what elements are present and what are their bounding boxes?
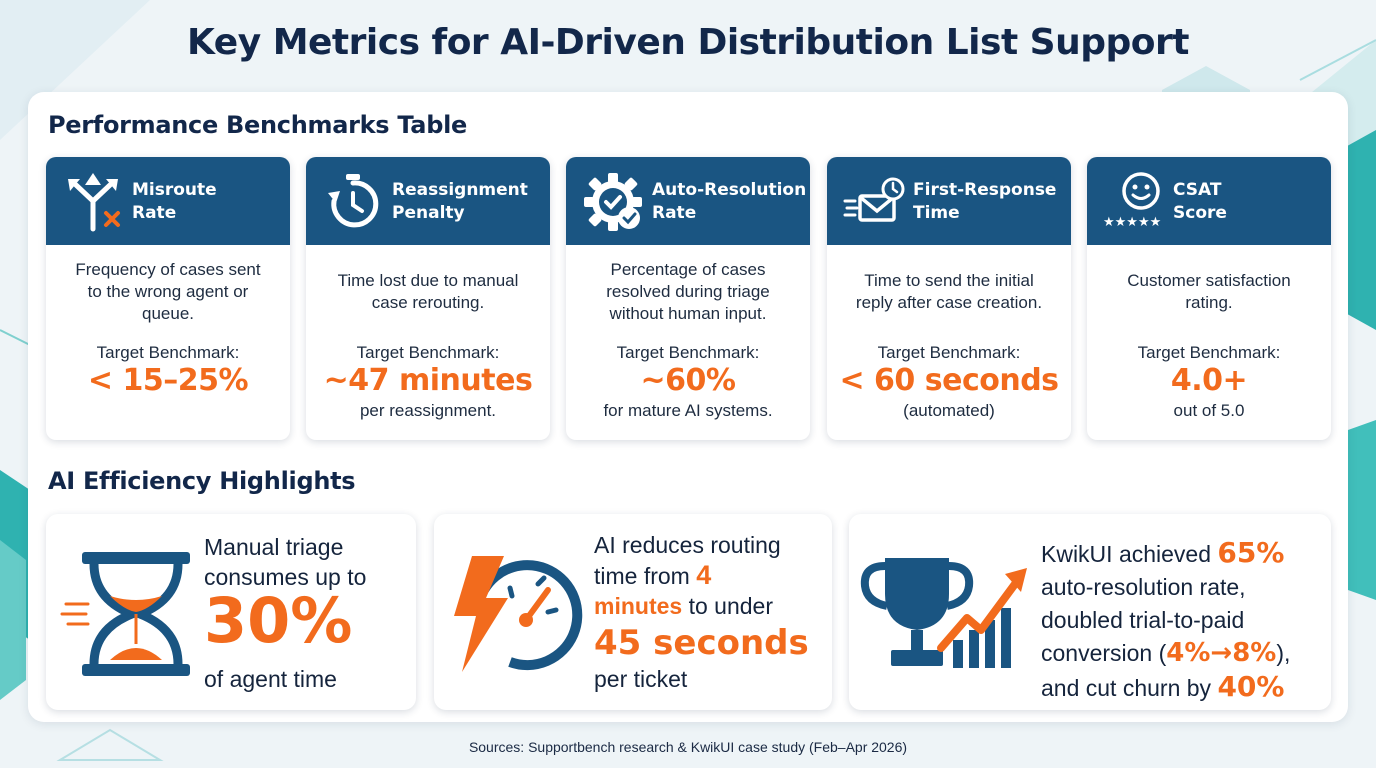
card-description: Time lost due to manual case rerouting.: [316, 270, 540, 314]
highlight-text: and cut churn by: [1041, 675, 1218, 701]
highlights-section-title: AI Efficiency Highlights: [48, 467, 356, 495]
card-title-line1: Auto-Resolution: [652, 180, 807, 200]
card-title-line2: Rate: [132, 203, 177, 223]
card-header: Reassignment Penalty: [306, 157, 550, 245]
desc-line: reply after case creation.: [855, 293, 1043, 312]
card-description: Customer satisfaction rating.: [1097, 270, 1321, 314]
card-title-line1: CSAT: [1173, 180, 1222, 200]
card-header: Auto-Resolution Rate: [566, 157, 810, 245]
card-description: Time to send the initial reply after cas…: [837, 270, 1061, 314]
target-subtext: out of 5.0: [1173, 401, 1245, 420]
highlight-text-line: conversion (4%→8%),: [1041, 637, 1290, 670]
target-label: Target Benchmark:: [96, 343, 240, 362]
smiley-stars-icon: ★★★★★: [1103, 172, 1161, 230]
highlight-text: doubled trial-to-paid: [1041, 607, 1245, 633]
trophy-growth-icon: [860, 558, 1027, 668]
card-description: Percentage of cases resolved during tria…: [576, 259, 800, 325]
highlight-text: consumes up to: [204, 564, 367, 590]
desc-line: Time lost due to manual: [337, 271, 519, 290]
highlight-text-line: time from 4: [594, 560, 781, 591]
desc-line: Frequency of cases sent: [75, 260, 261, 279]
highlight-text: AI reduces routing: [594, 532, 781, 558]
benchmarks-section-title: Performance Benchmarks Table: [48, 111, 467, 139]
auto-resolution-card: Auto-Resolution Rate Percentage of cases …: [566, 157, 810, 440]
highlight-text-line: KwikUI achieved 65%: [1041, 536, 1290, 571]
page-title: Key Metrics for AI-Driven Distribution L…: [187, 22, 1189, 63]
target-subtext: for mature AI systems.: [603, 401, 773, 420]
highlight-orange-value: minutes: [594, 593, 683, 619]
target-value: < 60 seconds: [839, 363, 1059, 398]
highlight-big-value: 30%: [204, 584, 353, 657]
target-subtext: per reassignment.: [359, 401, 497, 420]
highlight-big-value: 45 seconds: [594, 623, 809, 663]
highlight-orange-value: 4: [696, 560, 712, 590]
target-value: 4.0+: [1170, 363, 1248, 398]
highlight-text-line: and cut churn by 40%: [1041, 670, 1290, 705]
desc-line: resolved during triage: [606, 282, 770, 301]
highlight-text: conversion (: [1041, 640, 1167, 666]
first-response-card: First-Response Time Time to send the init…: [827, 157, 1071, 440]
card-header: ★★★★★ CSAT Score: [1087, 157, 1331, 245]
manual-triage-highlight: Manual triage consumes up to 30% of agen…: [46, 514, 416, 710]
kwikui-case-highlight: KwikUI achieved 65% auto-resolution rate…: [849, 514, 1331, 710]
desc-line: rating.: [1185, 293, 1233, 312]
card-description: Frequency of cases sent to the wrong age…: [56, 259, 280, 325]
desc-line: case rerouting.: [371, 293, 485, 312]
target-label: Target Benchmark:: [616, 343, 760, 362]
target-value: ~60%: [640, 363, 736, 398]
card-title-line2: Penalty: [392, 203, 465, 223]
card-title-line2: Score: [1173, 203, 1227, 223]
highlight-text: Manual triage: [204, 534, 344, 560]
target-label: Target Benchmark:: [1137, 343, 1281, 362]
sources-footnote: Sources: Supportbench research & KwikUI …: [468, 739, 908, 755]
target-subtext: (automated): [903, 401, 995, 420]
desc-line: queue.: [142, 304, 194, 323]
misroute-rate-card: Misroute Rate Frequency of cases sent to …: [46, 157, 290, 440]
highlight-orange-value: 4%→8%: [1166, 638, 1277, 668]
routing-time-highlight: AI reduces routing time from 4 minutes t…: [434, 514, 832, 710]
highlight-orange-value: 40%: [1217, 670, 1285, 703]
target-value: ~47 minutes: [323, 363, 533, 398]
card-header: First-Response Time: [827, 157, 1071, 245]
gear-check-icon: [584, 173, 642, 231]
highlight-orange-value: 65%: [1217, 536, 1285, 569]
card-title-line1: Reassignment: [392, 180, 528, 200]
svg-text:★★★★★: ★★★★★: [1103, 215, 1161, 230]
highlight-text: time from: [594, 563, 697, 589]
lightning-speedometer-icon: [454, 556, 583, 672]
stopwatch-icon: [328, 174, 379, 228]
card-header: Misroute Rate: [46, 157, 290, 245]
target-value: < 15–25%: [87, 363, 249, 398]
card-title-line1: First-Response: [913, 180, 1057, 200]
highlight-text: auto-resolution rate,: [1041, 574, 1246, 600]
highlight-text: of agent time: [204, 666, 337, 692]
highlight-text: ),: [1276, 640, 1291, 666]
split-arrows-icon: [68, 173, 120, 232]
highlight-text: to under: [682, 593, 773, 619]
desc-line: to the wrong agent or: [87, 282, 249, 301]
target-label: Target Benchmark:: [877, 343, 1021, 362]
desc-line: Time to send the initial: [864, 271, 1034, 290]
card-title-line2: Rate: [652, 203, 697, 223]
card-title-line2: Time: [913, 203, 960, 223]
desc-line: Percentage of cases: [610, 260, 766, 279]
hourglass-icon: [60, 552, 190, 676]
reassignment-penalty-card: Reassignment Penalty Time lost due to man…: [306, 157, 550, 440]
card-title-line1: Misroute: [132, 180, 217, 200]
highlight-text: KwikUI achieved: [1041, 541, 1218, 567]
fast-mail-icon: [843, 177, 905, 222]
target-label: Target Benchmark:: [356, 343, 500, 362]
desc-line: Customer satisfaction: [1127, 271, 1291, 290]
highlight-text: per ticket: [594, 666, 688, 692]
highlight-text-line: minutes to under: [594, 591, 781, 621]
csat-score-card: ★★★★★ CSAT Score Customer satisfaction ra…: [1087, 157, 1331, 440]
desc-line: without human input.: [609, 304, 767, 323]
